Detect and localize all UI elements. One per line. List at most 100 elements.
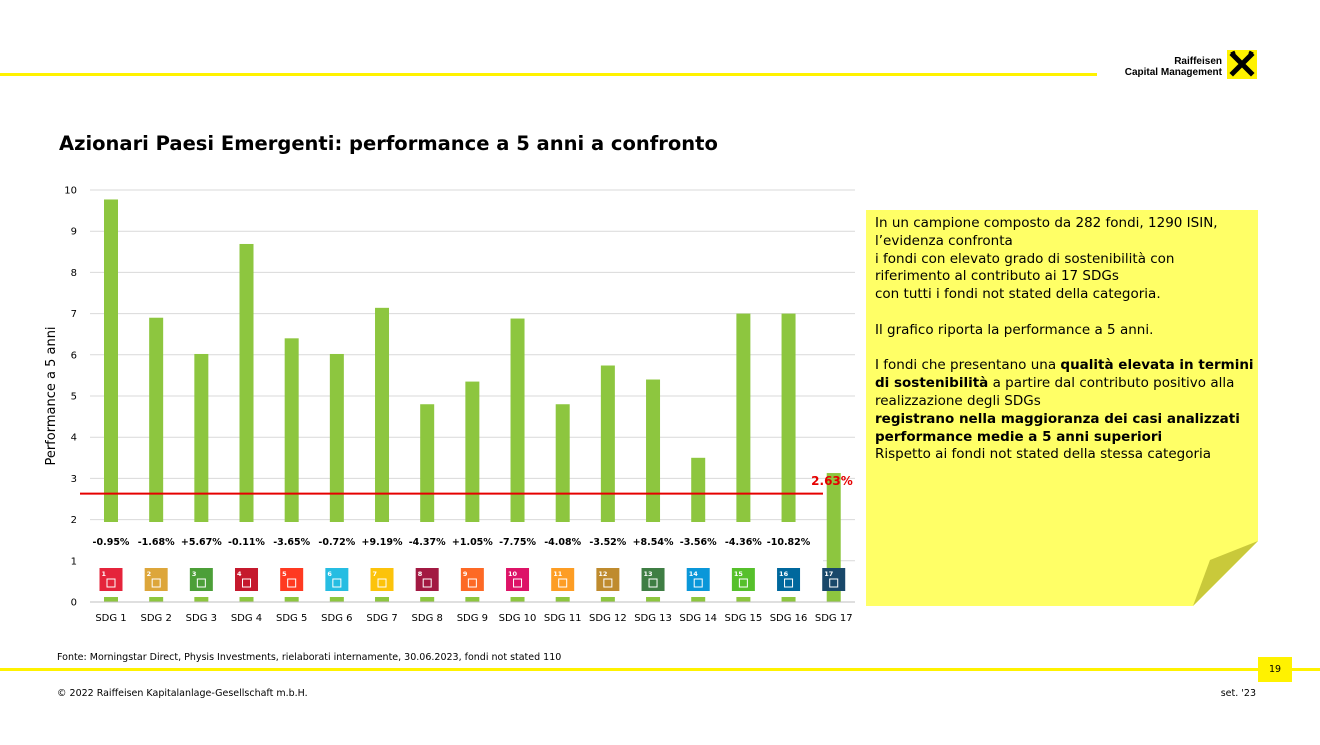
sdg-icon-number: 6 [327, 570, 332, 578]
bar [239, 243, 254, 603]
sdg-icon-number: 2 [147, 570, 152, 578]
sdg-icon-glyph [829, 578, 839, 588]
y-tick-label: 8 [71, 268, 77, 279]
sdg-icon-glyph [151, 578, 161, 588]
sdg-icon-glyph [422, 578, 432, 588]
y-tick-label: 3 [71, 474, 77, 485]
sdg-icon-number: 17 [824, 570, 833, 578]
sdg-icon-number: 4 [237, 570, 242, 578]
diff-label: +8.54% [633, 537, 674, 548]
top-accent-line [0, 73, 1097, 76]
y-axis-label: Performance a 5 anni [44, 326, 59, 465]
diff-label: -4.36% [725, 537, 762, 548]
note-p1-line-1: In un campione composto da 282 fondi, 12… [875, 215, 1218, 231]
x-tick-label: SDG 12 [589, 613, 627, 624]
diff-label: -10.82% [767, 537, 811, 548]
diff-label: -3.52% [589, 537, 626, 548]
sdg-icon-glyph [196, 578, 206, 588]
sdg-icon-number: 12 [598, 570, 607, 578]
sdg-icon-number: 15 [734, 570, 744, 578]
sdg-icon-number: 14 [689, 570, 699, 578]
sdg-icon-number: 9 [463, 570, 468, 578]
x-tick-label: SDG 4 [231, 613, 262, 624]
sdg-icon-glyph [467, 578, 477, 588]
source-note: Fonte: Morningstar Direct, Physis Invest… [57, 652, 562, 663]
diff-label: +1.05% [452, 537, 493, 548]
x-tick-label: SDG 8 [412, 613, 443, 624]
note-p1-line-5: con tutti i fondi not stated della categ… [875, 286, 1161, 303]
note-paragraph-3: I fondi che presentano una qualità eleva… [875, 357, 1255, 464]
note-p3-b: qualità elevata in termini di sostenibil… [875, 357, 1254, 392]
y-tick-label: 2 [71, 515, 77, 526]
note-paragraph-1: In un campione composto da 282 fondi, 12… [875, 215, 1255, 304]
diff-label: -3.65% [273, 537, 310, 548]
diff-label: -1.68% [138, 537, 175, 548]
diff-label: +9.19% [362, 537, 403, 548]
x-tick-label: SDG 11 [544, 613, 582, 624]
brand-line-2: Capital Management [1124, 67, 1222, 78]
brand-line-1: Raiffeisen [1174, 56, 1222, 67]
x-tick-label: SDG 10 [499, 613, 537, 624]
diff-label: -0.72% [318, 537, 355, 548]
x-tick-label: SDG 7 [366, 613, 397, 624]
page-number: 19 [1258, 657, 1292, 682]
diff-label: +5.67% [181, 537, 222, 548]
x-tick-label: SDG 3 [186, 613, 217, 624]
note-p3-c: a partire dal contributo positivo alla r… [875, 375, 1235, 409]
note-p3-a: I fondi che presentano una [875, 357, 1061, 374]
x-tick-label: SDG 1 [95, 613, 126, 624]
y-tick-label: 6 [71, 350, 77, 361]
sdg-icon-glyph [648, 578, 658, 588]
sdg-icon-number: 11 [553, 570, 563, 578]
y-tick-label: 1 [71, 556, 77, 567]
diff-label: -4.37% [409, 537, 446, 548]
x-tick-label: SDG 5 [276, 613, 307, 624]
sdg-icon-glyph [106, 578, 116, 588]
sdg-icon-glyph [242, 578, 252, 588]
slide-title: Azionari Paesi Emergenti: performance a … [59, 132, 718, 155]
sdg-icon-number: 13 [644, 570, 653, 578]
sdg-icon-number: 5 [282, 570, 287, 578]
sdg-icon-number: 3 [192, 570, 197, 578]
sdg-icon-glyph [332, 578, 342, 588]
sdg-icon-number: 7 [373, 570, 378, 578]
sdg-icon-glyph [603, 578, 613, 588]
note-p3-e: Rispetto ai fondi not stated della stess… [875, 446, 1212, 463]
bar [104, 199, 118, 602]
x-tick-label: SDG 6 [321, 613, 352, 624]
sdg-icon-glyph [738, 578, 748, 588]
raiffeisen-cross-icon [1227, 50, 1257, 79]
sticky-note [866, 210, 1258, 606]
diff-label: -0.11% [228, 537, 265, 548]
diff-label: -7.75% [499, 537, 536, 548]
sdg-icon-glyph [693, 578, 703, 588]
x-tick-label: SDG 16 [770, 613, 808, 624]
note-p1-line-2: l’evidenza confronta [875, 232, 1013, 249]
diff-label: -3.56% [680, 537, 717, 548]
sdg-icon-glyph [784, 578, 794, 588]
bottom-accent-line [0, 668, 1320, 671]
x-tick-label: SDG 2 [140, 613, 171, 624]
y-tick-label: 10 [64, 186, 77, 197]
sdg-icon-number: 1 [102, 570, 107, 578]
sdg-icon-glyph [287, 578, 297, 588]
note-p3-d: registrano nella maggioranza dei casi an… [875, 410, 1240, 445]
sdg-icon-number: 8 [418, 570, 423, 578]
note-text: In un campione composto da 282 fondi, 12… [875, 215, 1255, 482]
sdg-icon-number: 16 [779, 570, 789, 578]
brand-logo-text: Raiffeisen Capital Management [1125, 56, 1222, 78]
y-tick-label: 9 [71, 227, 77, 238]
x-tick-label: SDG 9 [457, 613, 488, 624]
diff-label: -4.08% [544, 537, 581, 548]
y-tick-label: 0 [71, 598, 77, 609]
note-paragraph-2: Il grafico riporta la performance a 5 an… [875, 321, 1154, 338]
x-tick-label: SDG 14 [679, 613, 717, 624]
x-tick-label: SDG 15 [725, 613, 763, 624]
y-tick-label: 5 [71, 392, 77, 403]
note-p1-line-4: riferimento al contributo ai 17 SDGs [875, 268, 1119, 285]
sdg-icon-number: 10 [508, 570, 518, 578]
diff-label: -0.95% [93, 537, 130, 548]
y-tick-label: 7 [71, 309, 77, 320]
sdg-icon-glyph [558, 578, 568, 588]
x-tick-label: SDG 13 [634, 613, 672, 624]
